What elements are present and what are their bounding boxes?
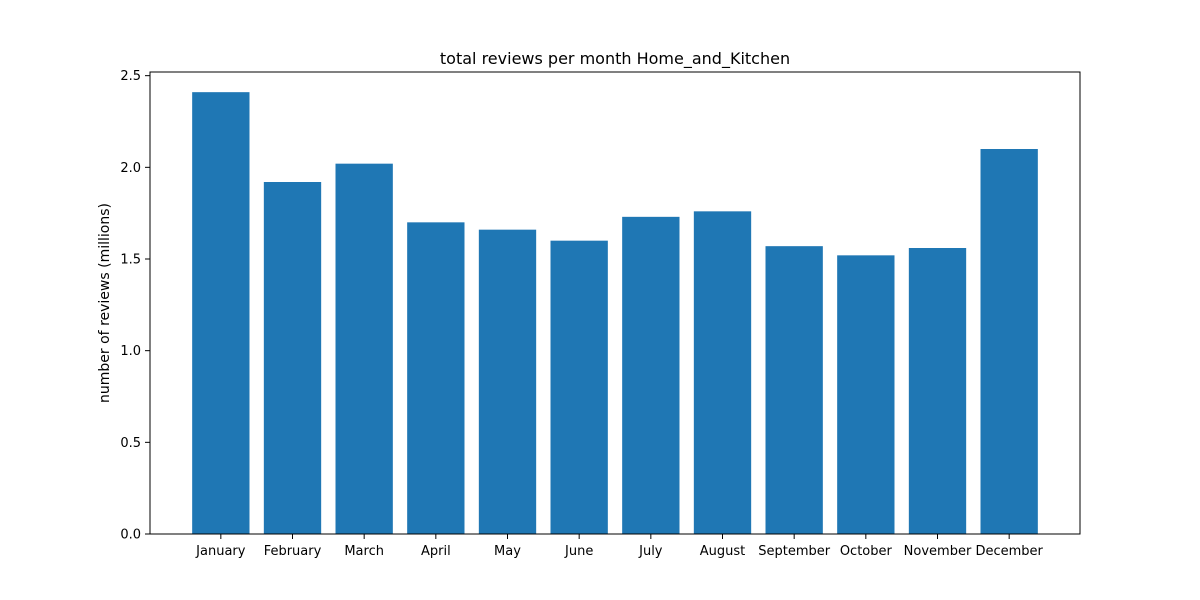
bar-october xyxy=(837,255,895,535)
x-tick-label: November xyxy=(904,544,972,559)
y-tick-label: 0.5 xyxy=(120,436,141,451)
y-axis-title: number of reviews (millions) xyxy=(97,203,113,403)
x-tick-label: October xyxy=(840,544,893,559)
plot-area-frame xyxy=(149,71,1081,535)
bar-november xyxy=(908,248,967,534)
y-tick-label: 1.5 xyxy=(120,253,141,268)
x-tick-label: May xyxy=(494,544,521,559)
y-tick-label: 1.0 xyxy=(120,344,141,359)
y-tick-label: 2.0 xyxy=(120,161,141,176)
bar-february xyxy=(263,182,322,534)
x-tick-label: February xyxy=(264,544,322,559)
x-tick-label: December xyxy=(975,544,1043,559)
bar-series xyxy=(192,92,1038,535)
bar-april xyxy=(407,222,465,535)
y-axis-ticks: 0.0 0.5 1.0 1.5 2.0 2.5 xyxy=(120,69,150,543)
x-tick-label: January xyxy=(195,544,246,559)
y-tick-label: 2.5 xyxy=(120,69,141,84)
bar-august xyxy=(693,211,752,535)
bar-june xyxy=(550,240,608,534)
x-tick-label: March xyxy=(344,544,384,559)
bar-may xyxy=(478,229,537,534)
x-tick-label: April xyxy=(421,544,451,559)
chart-title: total reviews per month Home_and_Kitchen xyxy=(440,49,790,69)
x-tick-label: July xyxy=(638,544,663,559)
x-tick-label: September xyxy=(758,544,831,559)
x-tick-label: August xyxy=(700,544,746,559)
bar-july xyxy=(622,216,680,535)
bar-january xyxy=(192,92,250,535)
x-axis-ticks: January February March April May June July Augu… xyxy=(195,534,1044,559)
y-tick-label: 0.0 xyxy=(120,528,141,543)
bar-september xyxy=(765,246,823,534)
bar-december xyxy=(980,149,1038,534)
bar-march xyxy=(335,163,393,534)
x-tick-label: June xyxy=(564,544,593,559)
